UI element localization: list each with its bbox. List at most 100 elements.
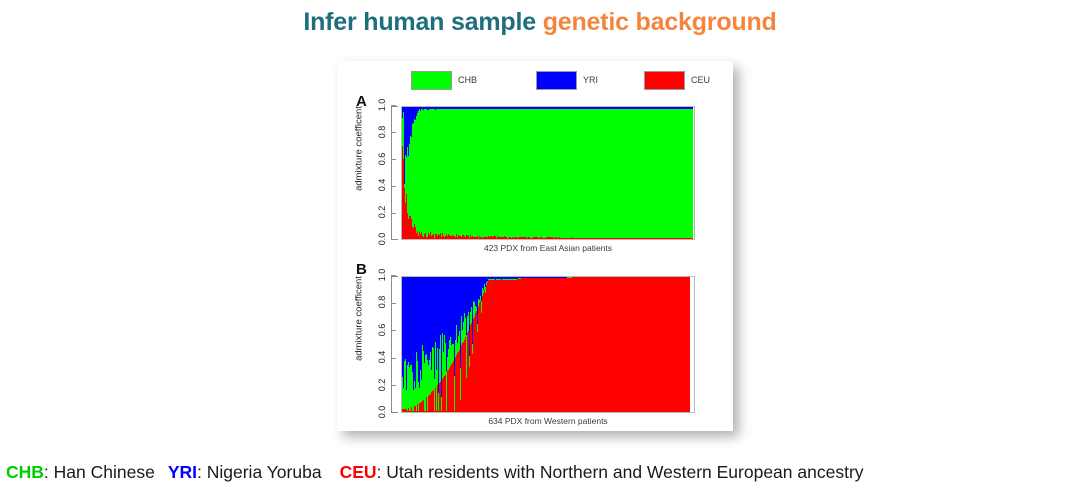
bar-segment-yri <box>547 107 548 109</box>
bar-segment-ceu <box>604 237 605 239</box>
legend-label-yri: YRI <box>583 75 599 85</box>
admixture-bar <box>653 107 655 239</box>
bar-segment-yri <box>659 107 661 109</box>
admixture-bar <box>572 107 574 239</box>
bar-segment-ceu <box>418 235 420 239</box>
bar-segment-ceu <box>633 237 634 239</box>
admixture-bar <box>517 107 519 239</box>
admixture-bar <box>428 107 430 239</box>
bar-segment-yri <box>544 107 545 109</box>
bar-segment-chb <box>474 108 475 237</box>
admixture-bar <box>462 107 464 239</box>
bar-segment-ceu <box>607 237 609 239</box>
bar-segment-ceu <box>490 236 491 239</box>
bar-segment-chb <box>508 108 510 238</box>
bar-segment-chb <box>547 108 548 238</box>
bar-segment-ceu <box>507 237 509 239</box>
admixture-bar <box>582 107 584 239</box>
bar-segment-chb <box>513 108 515 238</box>
admixture-bar <box>414 107 416 239</box>
admixture-bar <box>639 107 640 239</box>
admixture-bar <box>577 107 578 239</box>
bar-segment-chb <box>507 108 509 238</box>
bar-segment-yri <box>527 107 528 109</box>
bar-segment-yri <box>500 107 501 109</box>
bar-segment-chb <box>684 108 686 238</box>
bar-segment-yri <box>539 107 541 109</box>
bar-segment-chb <box>522 108 523 238</box>
bar-segment-ceu <box>562 237 563 239</box>
bar-segment-yri <box>421 107 423 110</box>
bar-segment-yri <box>426 107 427 109</box>
bar-segment-yri <box>652 107 654 109</box>
admixture-bar <box>562 107 564 239</box>
bar-segment-ceu <box>487 235 489 239</box>
bar-segment-yri <box>493 107 495 109</box>
admixture-bar <box>564 107 566 239</box>
bar-segment-chb <box>551 108 552 238</box>
bar-segment-chb <box>688 108 689 238</box>
bar-segment-yri <box>567 107 568 109</box>
admixture-bar <box>501 107 503 239</box>
bar-segment-yri <box>463 107 465 109</box>
bar-segment-ceu <box>536 237 537 239</box>
bar-segment-ceu <box>542 237 544 239</box>
bar-segment-ceu <box>670 237 672 239</box>
admixture-bar <box>532 107 534 239</box>
admixture-bar <box>554 107 556 239</box>
bar-segment-ceu <box>479 237 481 239</box>
admixture-bar <box>622 107 623 239</box>
bar-segment-ceu <box>442 237 444 239</box>
admixture-bar <box>507 107 509 239</box>
bar-segment-chb <box>494 108 495 237</box>
bar-segment-chb <box>607 108 609 238</box>
bar-segment-chb <box>481 108 483 238</box>
admixture-bar <box>456 107 457 239</box>
admixture-bar <box>524 107 526 239</box>
bar-segment-ceu <box>552 237 554 239</box>
bar-segment-ceu <box>406 194 407 239</box>
bar-segment-ceu <box>484 237 486 239</box>
admixture-bar <box>520 107 521 239</box>
bar-segment-chb <box>577 108 578 238</box>
admixture-bar <box>441 107 443 239</box>
admixture-bar <box>529 107 530 239</box>
bar-segment-chb <box>583 108 585 238</box>
admixture-bar <box>568 107 570 239</box>
bar-segment-yri <box>678 107 680 109</box>
bar-segment-chb <box>661 108 662 238</box>
bar-segment-yri <box>416 107 418 117</box>
admixture-bar <box>624 107 626 239</box>
bar-segment-ceu <box>667 237 669 239</box>
bar-segment-yri <box>478 107 479 109</box>
legend-label-ceu: CEU <box>691 75 711 85</box>
bar-segment-chb <box>540 108 541 238</box>
bar-segment-chb <box>416 116 418 234</box>
bar-segment-ceu <box>677 237 679 239</box>
bar-segment-ceu <box>646 237 648 239</box>
bar-segment-ceu <box>618 237 620 239</box>
bar-segment-ceu <box>537 237 539 239</box>
bar-segment-chb <box>437 108 438 237</box>
admixture-bar <box>518 107 520 239</box>
bar-segment-yri <box>691 107 693 109</box>
bar-segment-ceu <box>558 237 560 239</box>
bar-segment-chb <box>426 108 427 238</box>
admixture-bar <box>487 107 489 239</box>
bar-segment-ceu <box>599 237 600 239</box>
admixture-bar <box>600 107 602 239</box>
admixture-bar <box>661 107 663 239</box>
bar-segment-chb <box>604 108 605 238</box>
legend-item-yri: YRI <box>536 69 598 91</box>
admixture-bar <box>612 107 614 239</box>
admixture-bar <box>689 107 691 239</box>
bar-segment-ceu <box>493 236 495 239</box>
admixture-bar <box>487 107 488 239</box>
bar-segment-yri <box>583 107 585 109</box>
bar-segment-ceu <box>530 237 532 239</box>
bar-segment-yri <box>650 107 651 109</box>
bar-segment-chb <box>451 109 453 235</box>
bar-segment-chb <box>509 108 511 237</box>
admixture-bar <box>641 107 642 239</box>
bar-segment-chb <box>679 108 680 238</box>
